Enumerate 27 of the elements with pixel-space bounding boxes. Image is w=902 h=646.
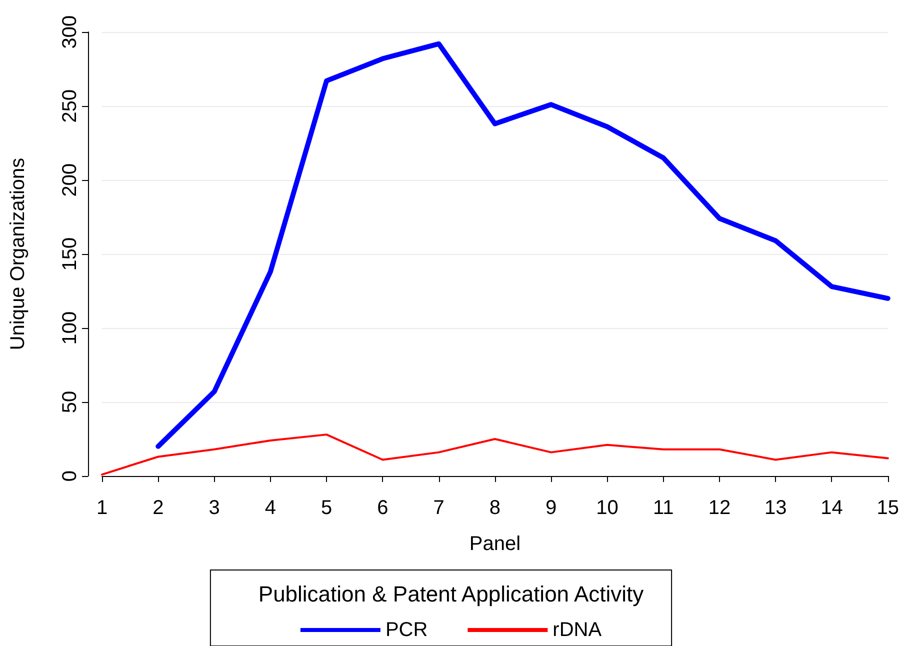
y-axis-title: Unique Organizations — [7, 158, 29, 350]
x-tick-label: 14 — [820, 497, 843, 519]
x-axis-title: Panel — [469, 533, 521, 555]
y-tick-label: 200 — [59, 163, 81, 197]
x-tick-label: 6 — [377, 497, 388, 519]
x-tick-label: 1 — [96, 497, 108, 519]
legend-title: Publication & Patent Application Activity — [258, 582, 644, 606]
x-tick-label: 13 — [764, 497, 787, 519]
x-tick-label: 9 — [546, 497, 557, 519]
x-tick-label: 11 — [652, 497, 674, 519]
x-tick-label: 4 — [264, 497, 276, 519]
y-tick-label: 100 — [59, 311, 81, 345]
y-tick-label: 150 — [59, 237, 81, 271]
x-tick-label: 3 — [208, 497, 220, 519]
x-tick-label: 15 — [876, 497, 899, 519]
y-tick-label: 0 — [59, 470, 81, 482]
y-tick-label: 50 — [59, 390, 81, 414]
x-tick-label: 12 — [708, 497, 731, 519]
x-tick-label: 2 — [152, 497, 164, 519]
legend-label: PCR — [385, 619, 428, 641]
x-tick-label: 10 — [596, 497, 618, 519]
y-tick-label: 300 — [59, 15, 81, 49]
x-tick-label: 7 — [433, 497, 444, 519]
x-tick-label: 5 — [320, 497, 332, 519]
x-tick-label: 8 — [489, 497, 500, 519]
legend-label: rDNA — [552, 619, 602, 641]
y-tick-label: 250 — [59, 89, 81, 123]
